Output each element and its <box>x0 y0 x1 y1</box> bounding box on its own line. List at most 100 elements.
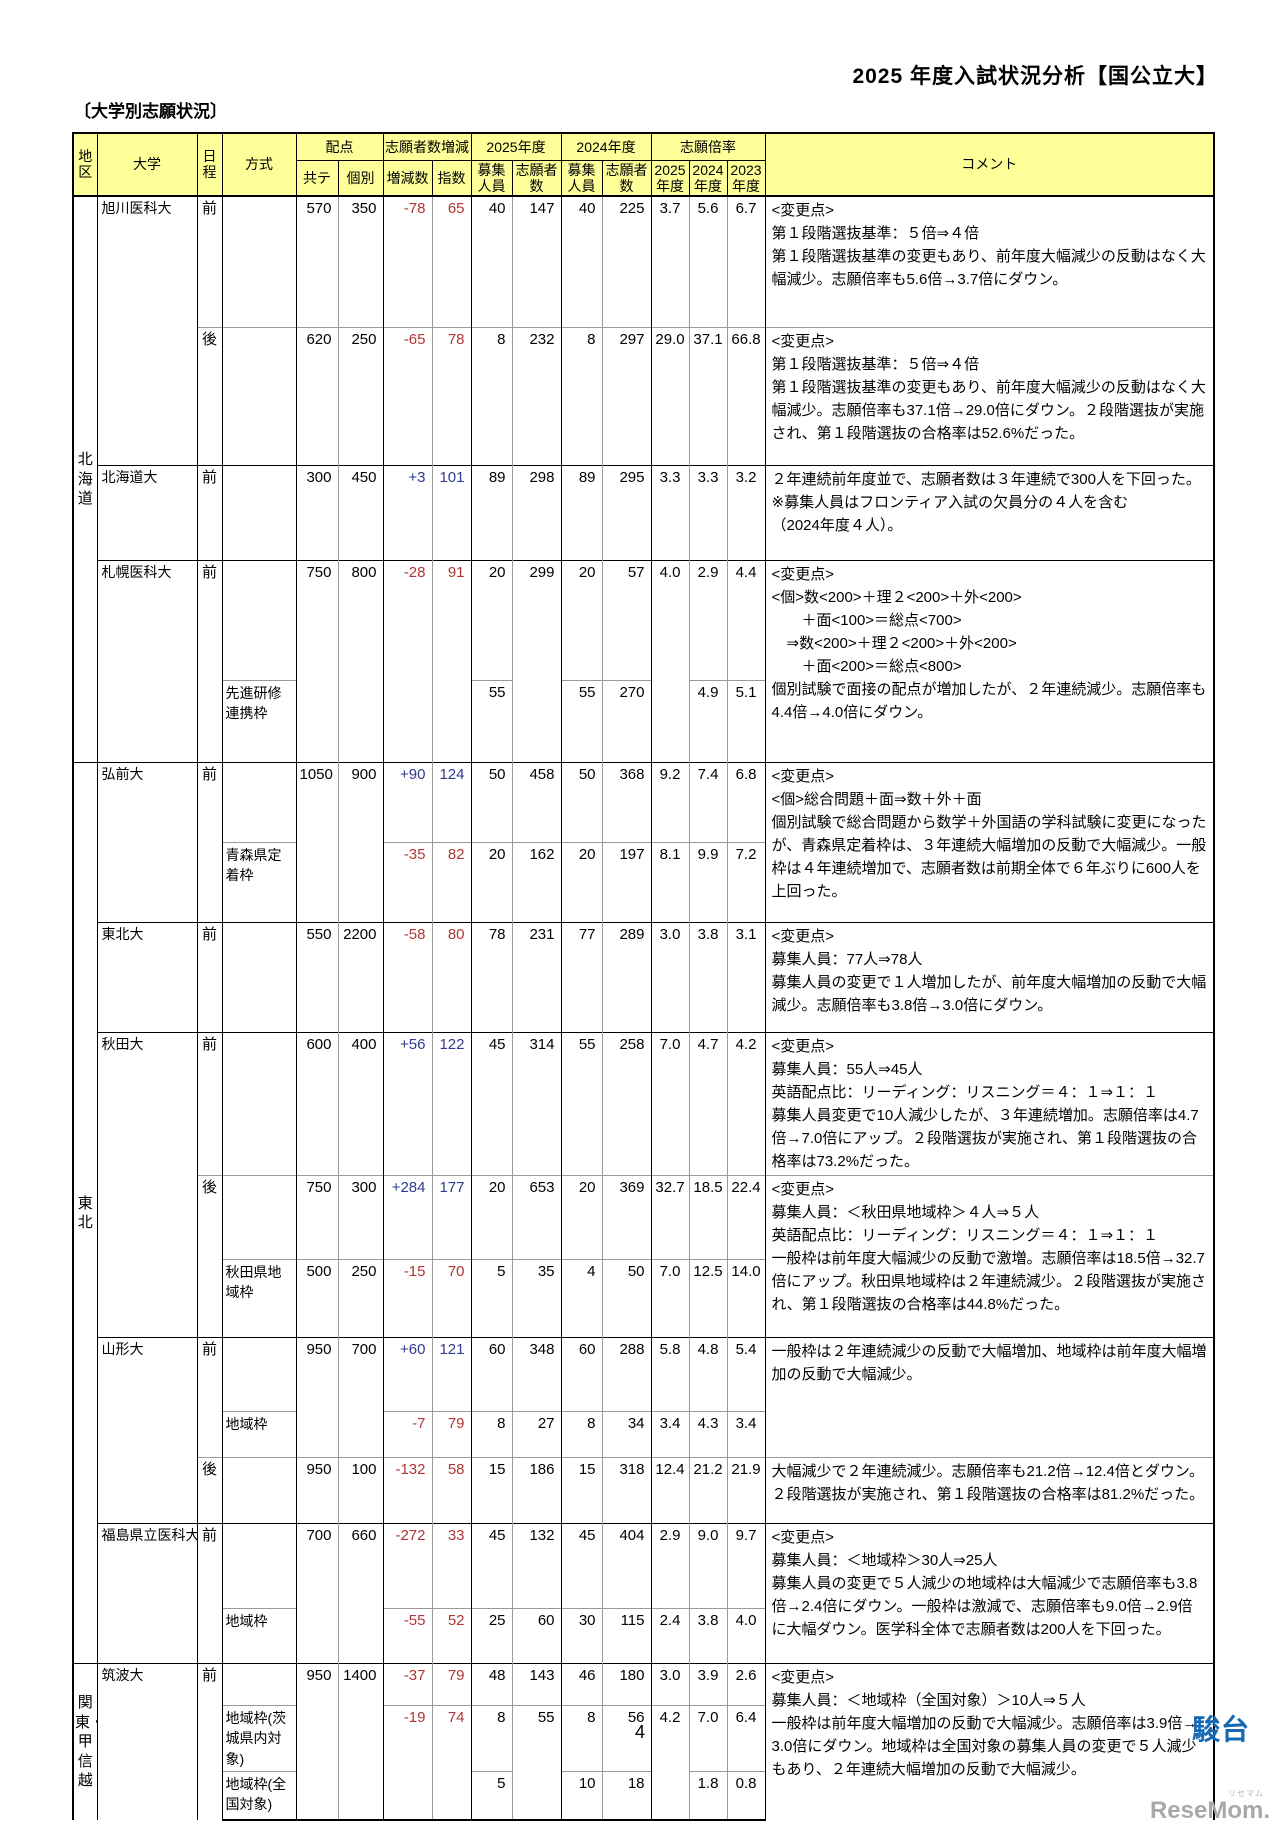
cell-recruit-2024: 50 <box>560 762 602 843</box>
cell-applicants-2025: 314 <box>511 1032 561 1176</box>
cell-comment: <変更点> 募集人員：55人⇒45人 英語配点比：リーディング：リスニング＝４：… <box>764 1032 1215 1176</box>
cell-comment: <変更点> 募集人員：＜秋田県地域枠＞４人⇒５人 英語配点比：リーディング：リス… <box>764 1175 1215 1338</box>
cell-recruit-2024: 60 <box>560 1337 602 1412</box>
cell-index: 70 <box>431 1259 471 1338</box>
header-haiten-group: 配点 <box>295 132 384 161</box>
cell-kyote: 950 <box>295 1663 338 1706</box>
cell-kobetsu: 450 <box>337 465 383 561</box>
cell-recruit-2025: 25 <box>470 1608 512 1664</box>
cell-kyote <box>295 1771 338 1821</box>
header-university: 大学 <box>96 132 198 197</box>
cell-ratio-2023: 66.8 <box>726 327 765 466</box>
negative-value: -65 <box>403 331 426 349</box>
cell-index: 33 <box>431 1523 471 1609</box>
doc-title: 2025 年度入試状況分析【国公立大】 <box>852 65 1218 88</box>
cell-ratio-2023: 3.1 <box>726 922 765 1033</box>
table-row: 北海道大前 300 450 +3 101 89 298 89 295 3.3 3.3 3.2 ２年連続前… <box>73 465 1215 561</box>
cell-applicants-2024: 56 <box>601 1705 651 1772</box>
cell-ratio-2023: 6.8 <box>726 762 765 843</box>
cell-applicants-2025: 35 <box>511 1259 561 1338</box>
cell-university: 秋田大 <box>96 1032 197 1338</box>
cell-ratio-2024: 9.9 <box>688 842 727 923</box>
cell-applicants-2025 <box>511 1771 561 1821</box>
negative-value: 78 <box>447 331 465 349</box>
cell-ratio-2024: 7.0 <box>688 1705 727 1772</box>
cell-change: +60 <box>382 1337 432 1412</box>
cell-recruit-2024: 30 <box>560 1608 602 1664</box>
cell-method: 青森県定着枠 <box>221 842 296 923</box>
cell-comment: ２年連続前年度並で、志願者数は３年連続で300人を下回った。 ※募集人員はフロン… <box>764 465 1215 561</box>
cell-change <box>382 680 432 763</box>
cell-comment: <変更点> 募集人員：＜地域枠＞30人⇒25人 募集人員の変更で５人減少の地域枠… <box>764 1523 1215 1664</box>
cell-index: 74 <box>431 1705 471 1772</box>
cell-region: 関東・甲信越 <box>72 1663 97 1820</box>
cell-applicants-2025: 147 <box>511 195 561 328</box>
cell-university: 弘前大 <box>96 762 197 923</box>
cell-recruit-2024: 15 <box>560 1457 602 1524</box>
cell-kyote <box>295 1608 338 1664</box>
negative-value: -132 <box>395 1461 426 1479</box>
cell-kobetsu: 700 <box>337 1337 383 1412</box>
positive-value: 177 <box>439 1179 465 1197</box>
cell-ratio-2024: 37.1 <box>688 327 727 466</box>
cell-applicants-2024: 180 <box>601 1663 651 1706</box>
header-change: 増減数 <box>382 159 433 197</box>
cell-change: -78 <box>382 195 432 328</box>
table-row: 後 950 100 -132 58 15 186 15 318 12.4 21.2 21.9 大幅減少で… <box>73 1457 1215 1524</box>
cell-recruit-2025: 15 <box>470 1457 512 1524</box>
cell-schedule: 前 <box>196 1523 222 1664</box>
cell-method: 地域枠 <box>221 1411 296 1458</box>
cell-recruit-2025: 60 <box>470 1337 512 1412</box>
positive-value: +3 <box>408 469 426 487</box>
cell-change: -272 <box>382 1523 432 1609</box>
cell-university: 札幌医科大 <box>96 560 197 763</box>
negative-value: 82 <box>447 846 465 864</box>
cell-kyote <box>295 680 338 763</box>
cell-ratio-2024: 3.8 <box>688 1608 727 1664</box>
cell-index: 79 <box>431 1411 471 1458</box>
cell-kobetsu: 1400 <box>337 1663 383 1706</box>
negative-value: 80 <box>447 926 465 944</box>
cell-ratio-2023: 6.7 <box>726 195 765 328</box>
cell-change: -65 <box>382 327 432 466</box>
cell-kyote: 300 <box>295 465 338 561</box>
header-recruit-2024: 募集人員 <box>560 159 603 197</box>
cell-applicants-2024: 115 <box>601 1608 651 1664</box>
header-region: 地区 <box>72 132 98 197</box>
cell-university: 東北大 <box>96 922 197 1033</box>
cell-kobetsu <box>337 1771 383 1821</box>
cell-kobetsu <box>337 1411 383 1458</box>
cell-university: 山形大 <box>96 1337 197 1524</box>
cell-recruit-2024: 45 <box>560 1523 602 1609</box>
cell-applicants-2024: 297 <box>601 327 651 466</box>
header-applicants-2024: 志願者数 <box>601 159 652 197</box>
header-applicants-2025: 志願者数 <box>511 159 562 197</box>
page-number: 4 <box>634 1722 645 1742</box>
cell-ratio-2023: 5.1 <box>726 680 765 763</box>
cell-index: 65 <box>431 195 471 328</box>
cell-ratio-2024: 3.9 <box>688 1663 727 1706</box>
cell-index <box>431 1771 471 1821</box>
cell-recruit-2024: 89 <box>560 465 602 561</box>
negative-value: -58 <box>403 926 426 944</box>
negative-value: 33 <box>447 1527 465 1545</box>
cell-recruit-2025: 45 <box>470 1032 512 1176</box>
cell-recruit-2024: 8 <box>560 1411 602 1458</box>
negative-value: 79 <box>447 1415 465 1433</box>
cell-method <box>221 1337 296 1412</box>
cell-schedule: 前 <box>196 922 222 1033</box>
table-row: 地域枠 -7 79 8 27 8 34 3.4 4.3 3.4 <box>73 1411 1214 1458</box>
cell-schedule: 後 <box>196 327 222 466</box>
resemom-logo: リセマム ReseMom. <box>1150 1790 1270 1823</box>
table-header: 地区 大学 日程 方式 配点 志願者数増減 2025年度 2024年度 志願倍率… <box>72 132 1215 197</box>
cell-ratio-2024: 5.6 <box>688 195 727 328</box>
cell-applicants-2024: 318 <box>601 1457 651 1524</box>
cell-ratio-2025: 5.8 <box>650 1337 689 1412</box>
cell-index: 124 <box>431 762 471 843</box>
cell-recruit-2024: 55 <box>560 1032 602 1176</box>
cell-ratio-2025: 4.0 <box>650 560 689 681</box>
cell-ratio-2023: 7.2 <box>726 842 765 923</box>
resemom-ruby: リセマム <box>1228 1789 1264 1798</box>
cell-ratio-2025: 3.0 <box>650 922 689 1033</box>
cell-comment: <変更点> <個>数<200>＋理２<200>＋外<200> ＋面<100>＝総… <box>764 560 1215 763</box>
